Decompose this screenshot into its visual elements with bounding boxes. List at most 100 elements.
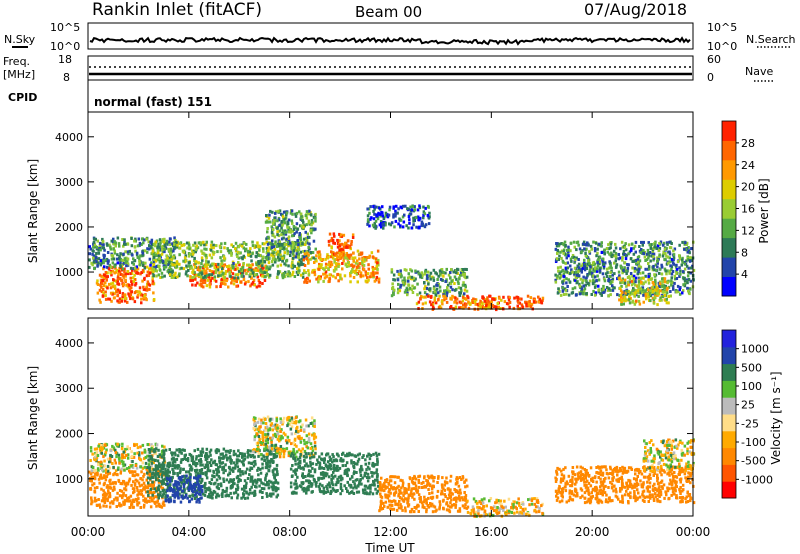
heatmap-cell [574,258,577,262]
heatmap-cell [580,250,583,254]
heatmap-cell [142,264,145,267]
heatmap-cell [313,268,316,272]
heatmap-cell [356,259,359,263]
heatmap-cell [307,269,310,273]
heatmap-cell [202,492,205,496]
heatmap-cell [410,226,413,230]
heatmap-cell [307,253,310,257]
heatmap-cell [427,294,430,298]
heatmap-cell [178,450,181,454]
heatmap-cell [121,496,124,500]
heatmap-cell [454,305,458,309]
heatmap-cell [622,249,626,253]
heatmap-cell [126,497,129,500]
heatmap-cell [368,255,371,259]
heatmap-cell [127,252,130,256]
heatmap-cell [591,271,594,275]
heatmap-cell [136,488,139,492]
heatmap-cell [163,242,167,246]
heatmap-cell [305,238,309,242]
nsearch-label: N.Search [746,33,796,46]
heatmap-cell [309,251,313,254]
heatmap-cell [614,265,618,269]
heatmap-cell [110,273,113,277]
heatmap-cell [306,232,309,236]
heatmap-cell [140,492,143,496]
heatmap-cell [108,505,112,509]
heatmap-cell [195,244,199,248]
heatmap-cell [275,463,279,467]
heatmap-cell [116,442,119,446]
heatmap-cell [685,278,689,282]
heatmap-cell [653,288,656,292]
heatmap-cell [375,213,378,217]
heatmap-cell [632,252,636,256]
heatmap-cell [673,247,677,251]
heatmap-cell [112,247,115,251]
heatmap-cell [280,220,283,223]
heatmap-cell [205,473,208,477]
heatmap-cell [121,267,125,271]
heatmap-cell [455,277,458,281]
heatmap-cell [215,463,218,467]
heatmap-cell [328,273,332,277]
heatmap-cell [254,267,258,271]
heatmap-cell [596,262,600,266]
heatmap-cell [118,258,122,262]
heatmap-cell [229,455,232,459]
heatmap-cell [362,267,365,271]
heatmap-cell [572,240,576,244]
heatmap-cell [375,275,379,279]
heatmap-cell [143,238,146,242]
heatmap-cell [102,489,105,493]
heatmap-cell [161,444,164,448]
heatmap-cell [637,286,640,290]
heatmap-cell [689,266,693,270]
heatmap-cell [170,478,174,482]
heatmap-cell [267,448,270,452]
y-tick-label: 2000 [55,221,83,234]
heatmap-cell [294,255,298,259]
heatmap-cell [148,257,152,261]
heatmap-cell [675,277,679,280]
heatmap-cell [351,268,354,272]
heatmap-cell [282,229,285,233]
heatmap-cell [106,457,110,461]
heatmap-cell [191,252,195,256]
heatmap-cell [584,283,587,287]
heatmap-cell [339,276,342,280]
heatmap-cell [674,265,678,269]
heatmap-cell [246,451,249,454]
heatmap-cell [230,251,233,255]
heatmap-cell [371,255,375,259]
heatmap-cell [191,276,194,280]
colorbar-swatch [722,198,736,219]
heatmap-cell [117,269,121,273]
heatmap-cell [255,285,259,289]
heatmap-cell [120,298,124,301]
heatmap-cell [298,233,301,237]
heatmap-cell [122,491,125,495]
heatmap-cell [175,457,179,461]
heatmap-cell [578,292,582,296]
heatmap-cell [614,252,618,255]
heatmap-cell [280,226,283,230]
heatmap-cell [411,205,414,209]
heatmap-cell [148,466,152,470]
heatmap-cell [634,250,637,254]
heatmap-cell [217,482,220,486]
heatmap-cell [142,494,145,498]
heatmap-cell [249,247,252,251]
heatmap-cell [249,284,252,288]
heatmap-cell [239,251,242,255]
heatmap-cell [117,242,121,246]
heatmap-cell [146,476,150,480]
heatmap-cell [236,465,240,469]
heatmap-cell [217,470,221,474]
heatmap-cell [193,490,197,493]
heatmap-cell [353,264,356,268]
heatmap-cell [256,275,260,279]
heatmap-cell [671,259,674,263]
heatmap-cell [662,284,666,288]
heatmap-cell [332,241,335,245]
